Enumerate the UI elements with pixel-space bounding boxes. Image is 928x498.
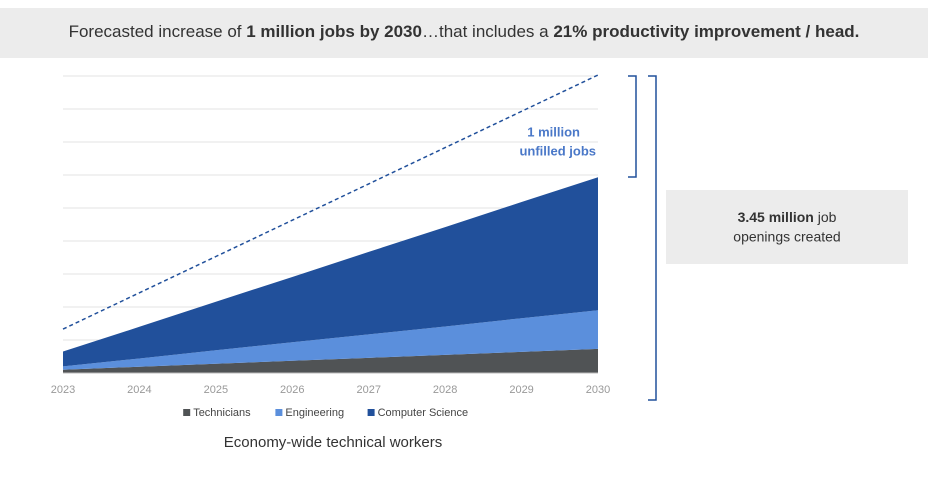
x-tick-label: 2030 [586, 384, 610, 396]
title: Forecasted increase of 1 million jobs by… [69, 22, 860, 41]
x-tick-label: 2024 [127, 384, 151, 396]
title-part: …that includes a [422, 22, 553, 41]
gap-annotation: 1 million [527, 124, 580, 139]
openings-line1: 3.45 million job [738, 209, 837, 225]
x-tick-label: 2027 [356, 384, 380, 396]
gap-annotation: unfilled jobs [519, 143, 596, 158]
demand-line [62, 74, 599, 330]
title-banner [0, 8, 928, 58]
x-tick-label: 2029 [509, 384, 533, 396]
legend-swatch [275, 409, 283, 416]
legend-label: Technicians [193, 407, 251, 419]
area [63, 348, 598, 373]
area [63, 177, 598, 367]
legend-label: Engineering [285, 407, 344, 419]
legend-label: Computer Science [378, 407, 469, 419]
x-tick-label: 2023 [51, 384, 75, 396]
openings-line2: openings created [733, 229, 840, 245]
legend-swatch [183, 409, 191, 416]
x-tick-label: 2025 [204, 384, 228, 396]
title-part: Forecasted increase of [69, 22, 247, 41]
title-part: 1 million jobs by 2030 [246, 22, 422, 41]
x-tick-label: 2028 [433, 384, 457, 396]
openings-bold: 3.45 million [738, 209, 814, 225]
openings-rest: job [814, 209, 837, 225]
x-axis-title: Economy-wide technical workers [224, 434, 442, 451]
openings-box [666, 190, 908, 264]
x-tick-label: 2026 [280, 384, 304, 396]
area [63, 310, 598, 370]
gap-bracket [628, 75, 637, 178]
title-part: 21% productivity improvement / head. [553, 22, 859, 41]
legend-swatch [367, 409, 375, 416]
openings-bracket [648, 75, 657, 401]
